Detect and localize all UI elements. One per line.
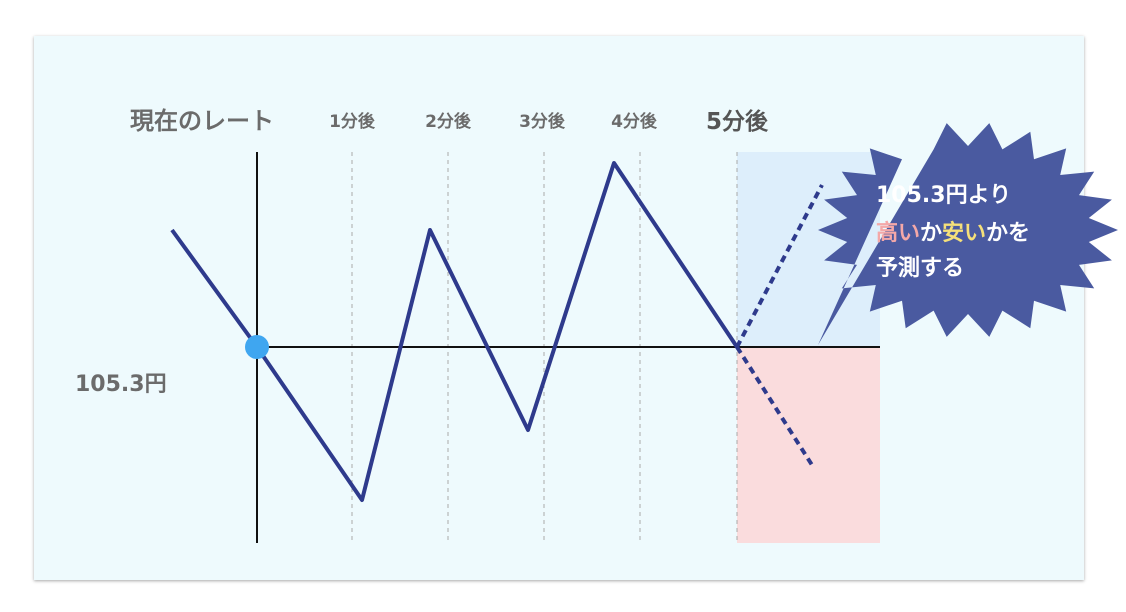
label-4min: 4分後 [611,111,658,132]
callout-line1: 105.3円より [876,183,1011,208]
callout-line2: 高いか安いかを [876,220,1030,246]
callout-burst [818,123,1118,345]
callout-ka1: か [920,221,942,246]
callout-line3: 予測する [876,256,964,281]
label-price: 105.3円 [75,372,167,397]
label-2min: 2分後 [425,111,472,132]
callout-high: 高い [876,220,920,246]
label-3min: 3分後 [519,111,566,132]
current-rate-marker [245,335,269,359]
callout-ka2: かを [986,221,1030,246]
down-zone [737,347,880,543]
callout-low: 安い [942,220,986,246]
prediction-up-line [735,184,824,348]
label-5min: 5分後 [706,108,769,135]
label-1min: 1分後 [329,111,376,132]
label-current-rate: 現在のレート [130,107,274,135]
